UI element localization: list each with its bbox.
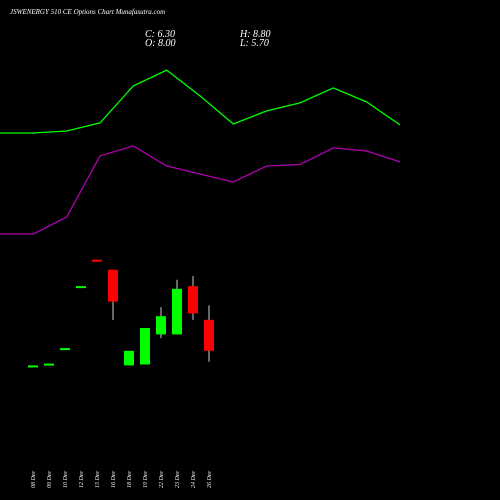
x-tick-label: 09 Dec [47, 471, 53, 488]
x-tick-label: 23 Dec [175, 471, 181, 488]
x-tick-label: 19 Dec [143, 471, 149, 488]
candle-body [140, 328, 150, 365]
candle-body [28, 365, 38, 368]
x-tick-label: 10 Dec [63, 471, 69, 488]
candle-body [204, 319, 214, 351]
candle-body [76, 286, 86, 289]
ohlc-low: L: 5.70 [239, 38, 269, 49]
x-tick-label: 12 Dec [79, 471, 85, 488]
x-tick-label: 18 Dec [127, 471, 133, 488]
x-tick-label: 16 Dec [111, 471, 117, 488]
ohlc-close: C: 6.30 [145, 29, 175, 40]
x-tick-label: 24 Dec [190, 471, 197, 488]
x-tick-label: 26 Dec [207, 471, 213, 488]
ohlc-high: H: 8.80 [239, 29, 271, 40]
x-tick-label: 15 Dec [95, 471, 101, 488]
candle-body [188, 286, 198, 314]
x-tick-label: 22 Dec [159, 471, 165, 488]
candle-body [124, 350, 134, 366]
chart-title: JSWENERGY 510 CE Options Chart Munafasut… [10, 8, 165, 16]
x-tick-label: 08 Dec [31, 471, 37, 488]
candle-body [172, 288, 182, 335]
indicator-line [0, 69, 401, 134]
candle-body [44, 363, 54, 366]
candle-body [60, 348, 70, 351]
candle-body [156, 316, 166, 335]
ohlc-open: O: 8.00 [145, 38, 176, 49]
candle-body [108, 269, 118, 302]
candle-body [92, 259, 102, 262]
indicator-line [0, 145, 401, 235]
